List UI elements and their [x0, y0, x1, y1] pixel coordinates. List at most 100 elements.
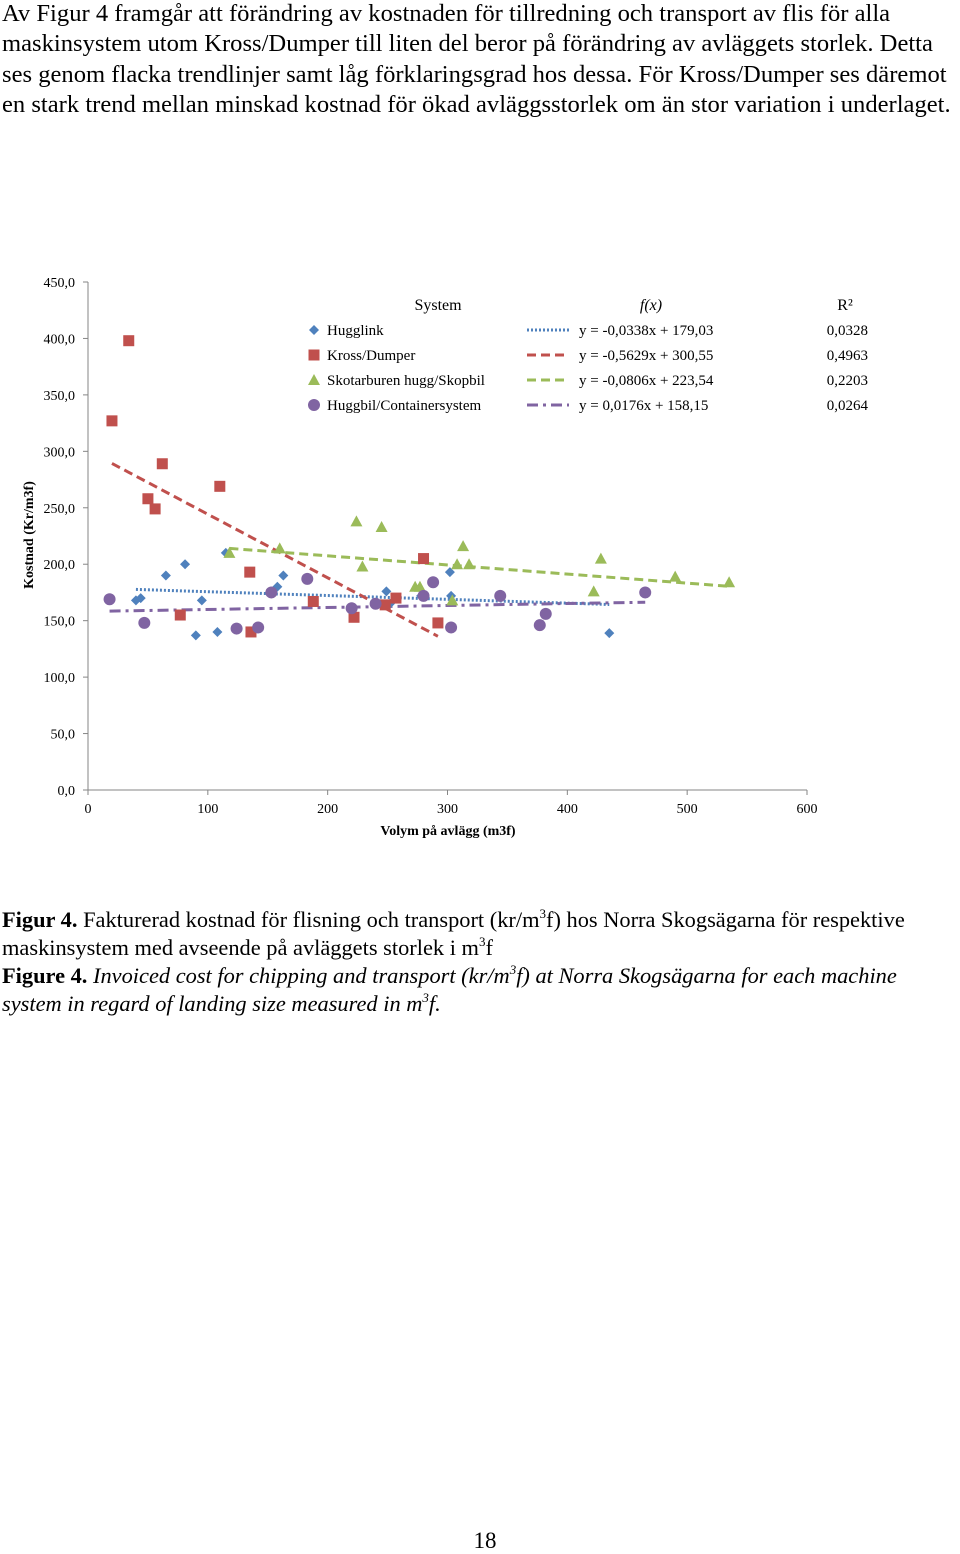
data-point-huggbil-containersystem: [230, 622, 243, 635]
x-tick-label: 600: [797, 802, 818, 817]
data-point-skotarburen-hugg-skopbil: [413, 580, 426, 592]
data-point-skotarburen-hugg-skopbil: [587, 585, 600, 597]
data-point-hugglink: [160, 570, 171, 581]
data-point-hugglink: [278, 570, 289, 581]
x-tick-label: 400: [557, 802, 578, 817]
superscript: 3: [422, 990, 429, 1005]
y-tick-label: 300,0: [44, 445, 76, 460]
legend-header-fx: f(x): [640, 297, 662, 314]
data-point-kross-dumper: [379, 599, 391, 611]
data-point-hugglink: [180, 559, 191, 570]
data-point-huggbil-containersystem: [639, 586, 652, 599]
data-point-huggbil-containersystem: [103, 593, 116, 606]
data-point-hugglink: [604, 628, 615, 639]
caption-text: f) hos Norra Skogsägarna för respektive …: [2, 907, 905, 960]
legend-marker-kross-dumper: [308, 349, 320, 361]
data-point-kross-dumper: [418, 553, 430, 565]
data-point-kross-dumper: [245, 626, 257, 638]
y-tick-label: 0,0: [58, 784, 76, 799]
y-tick-label: 350,0: [44, 389, 76, 404]
y-tick-label: 400,0: [44, 332, 76, 347]
data-point-huggbil-containersystem: [252, 621, 265, 634]
data-point-kross-dumper: [149, 503, 161, 515]
data-point-kross-dumper: [106, 415, 118, 427]
data-point-hugglink: [135, 593, 146, 604]
data-point-kross-dumper: [214, 480, 226, 492]
data-point-huggbil-containersystem: [301, 572, 314, 585]
data-point-skotarburen-hugg-skopbil: [463, 558, 476, 570]
data-point-huggbil-containersystem: [539, 607, 552, 620]
data-point-hugglink: [444, 567, 455, 578]
data-point-huggbil-containersystem: [138, 616, 151, 629]
y-tick-label: 100,0: [44, 671, 76, 686]
legend-header-system: System: [414, 297, 462, 314]
data-point-huggbil-containersystem: [445, 621, 458, 634]
data-point-skotarburen-hugg-skopbil: [669, 570, 682, 582]
legend-r2-huggbil-containersystem: 0,0264: [827, 398, 869, 414]
x-tick-label: 300: [437, 802, 458, 817]
x-axis-label: Volym på avlägg (m3f): [380, 824, 516, 839]
caption-text: Invoiced cost for chipping and transport…: [87, 963, 510, 988]
axes: 0,0 50,0 100,0 150,0 200,0 250,0 300,0 350,0 400…: [44, 276, 818, 817]
y-tick-label: 200,0: [44, 558, 76, 573]
x-tick-label: 0: [85, 802, 92, 817]
y-tick-label: 250,0: [44, 502, 76, 517]
page-number: 18: [473, 1528, 497, 1553]
data-point-huggbil-containersystem: [427, 576, 440, 589]
data-point-hugglink: [196, 595, 207, 606]
caption-label: Figur 4.: [2, 907, 78, 932]
x-tick-label: 100: [197, 802, 218, 817]
data-point-kross-dumper: [307, 595, 319, 607]
data-point-kross-dumper: [244, 566, 256, 578]
data-point-hugglink: [212, 626, 223, 637]
caption-text: f) at Norra Skogsägarna for each machine…: [2, 963, 897, 1016]
data-point-kross-dumper: [390, 592, 402, 604]
trendline-kross-dumper: [111, 462, 439, 638]
legend-r2-hugglink: 0,0328: [827, 323, 868, 339]
data-point-skotarburen-hugg-skopbil: [451, 558, 464, 570]
data-point-skotarburen-hugg-skopbil: [273, 542, 286, 554]
data-point-kross-dumper: [432, 617, 444, 629]
y-tick-label: 50,0: [51, 728, 76, 743]
legend-r2-skotarburen-hugg-skopbil: 0,2203: [827, 373, 868, 389]
legend: System f(x) R² Hugglink y = -0,0338x + 179,0…: [308, 297, 869, 414]
data-point-skotarburen-hugg-skopbil: [375, 520, 388, 532]
legend-r2-kross-dumper: 0,4963: [827, 348, 868, 364]
legend-equation-huggbil-containersystem: y = 0,0176x + 158,15: [579, 398, 708, 414]
data-point-hugglink: [190, 630, 201, 641]
intro-paragraph: Av Figur 4 framgår att förändring av kos…: [2, 0, 951, 119]
trendlines: [109, 462, 730, 638]
legend-equation-hugglink: y = -0,0338x + 179,03: [579, 323, 713, 339]
data-point-skotarburen-hugg-skopbil: [594, 552, 607, 564]
data-point-hugglink: [381, 586, 392, 597]
legend-label-skotarburen-hugg-skopbil: Skotarburen hugg/Skopbil: [327, 373, 485, 389]
data-point-huggbil-containersystem: [494, 589, 507, 602]
x-tick-label: 500: [677, 802, 698, 817]
caption-text: f.: [428, 991, 441, 1016]
data-point-kross-dumper: [348, 611, 360, 623]
data-point-skotarburen-hugg-skopbil: [223, 546, 236, 558]
superscript: 3: [509, 962, 517, 977]
data-point-skotarburen-hugg-skopbil: [446, 594, 459, 606]
legend-label-huggbil-containersystem: Huggbil/Containersystem: [327, 398, 481, 414]
caption-text: f: [485, 935, 493, 960]
data-point-kross-dumper: [142, 493, 154, 505]
y-axis-label: Kostnad (Kr/m3f): [22, 481, 37, 589]
data-point-huggbil-containersystem: [369, 597, 382, 610]
legend-label-hugglink: Hugglink: [327, 323, 384, 339]
legend-marker-huggbil-containersystem: [308, 399, 320, 411]
data-point-kross-dumper: [123, 335, 135, 347]
legend-marker-skotarburen-hugg-skopbil: [308, 374, 320, 385]
data-point-huggbil-containersystem: [345, 602, 358, 615]
data-point-huggbil-containersystem: [533, 619, 546, 632]
x-tick-label: 200: [317, 802, 338, 817]
data-point-skotarburen-hugg-skopbil: [723, 576, 736, 588]
superscript: 3: [478, 934, 486, 949]
cost-vs-landing-volume-chart: 0,0 50,0 100,0 150,0 200,0 250,0 300,0 350,0 400…: [22, 276, 869, 839]
trendline-hugglink: [135, 587, 610, 606]
legend-equation-kross-dumper: y = -0,5629x + 300,55: [579, 348, 713, 364]
data-point-kross-dumper: [156, 458, 168, 470]
data-point-huggbil-containersystem: [265, 586, 278, 599]
y-tick-label: 450,0: [44, 276, 76, 291]
figure-caption-english: Figure 4. Invoiced cost for chipping and…: [2, 962, 958, 1018]
